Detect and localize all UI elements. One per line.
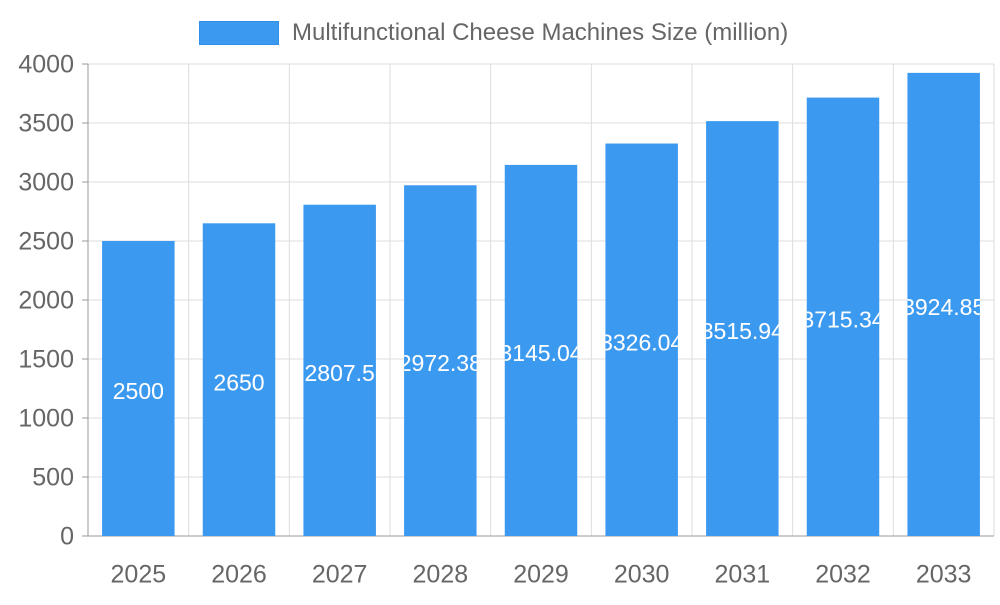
svg-text:3500: 3500: [18, 110, 74, 138]
svg-text:4000: 4000: [18, 51, 74, 79]
svg-text:2032: 2032: [815, 561, 871, 589]
svg-text:2031: 2031: [715, 561, 771, 589]
svg-text:2650: 2650: [213, 369, 264, 395]
svg-text:3715.34: 3715.34: [801, 306, 884, 332]
svg-text:2027: 2027: [312, 561, 368, 589]
svg-text:2500: 2500: [18, 228, 74, 256]
svg-text:2029: 2029: [513, 561, 569, 589]
svg-text:2025: 2025: [111, 561, 167, 589]
svg-text:3326.04: 3326.04: [600, 329, 683, 355]
svg-text:1000: 1000: [18, 405, 74, 433]
svg-text:0: 0: [60, 523, 74, 551]
svg-text:3145.04: 3145.04: [499, 340, 582, 366]
svg-text:2030: 2030: [614, 561, 670, 589]
svg-text:2028: 2028: [413, 561, 469, 589]
svg-text:2807.5: 2807.5: [304, 360, 374, 386]
svg-text:2000: 2000: [18, 287, 74, 315]
svg-text:3515.94: 3515.94: [701, 318, 784, 344]
svg-text:2026: 2026: [211, 561, 267, 589]
svg-text:2500: 2500: [113, 378, 164, 404]
svg-text:500: 500: [32, 464, 74, 492]
svg-text:2972.38: 2972.38: [399, 350, 482, 376]
svg-text:1500: 1500: [18, 346, 74, 374]
svg-text:3924.85: 3924.85: [902, 294, 985, 320]
svg-text:2033: 2033: [916, 561, 972, 589]
svg-text:3000: 3000: [18, 169, 74, 197]
